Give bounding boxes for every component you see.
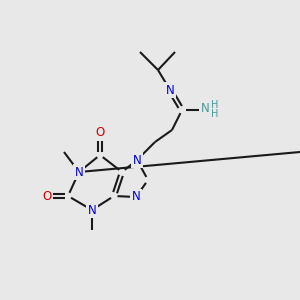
Text: N: N [132, 190, 140, 203]
Text: N: N [88, 203, 96, 217]
Text: O: O [42, 190, 52, 202]
Text: N: N [166, 83, 174, 97]
Text: H: H [211, 100, 219, 110]
Text: O: O [95, 127, 105, 140]
Text: N: N [133, 154, 141, 166]
Text: N: N [75, 166, 83, 178]
Text: N: N [201, 101, 209, 115]
Text: H: H [211, 109, 219, 119]
